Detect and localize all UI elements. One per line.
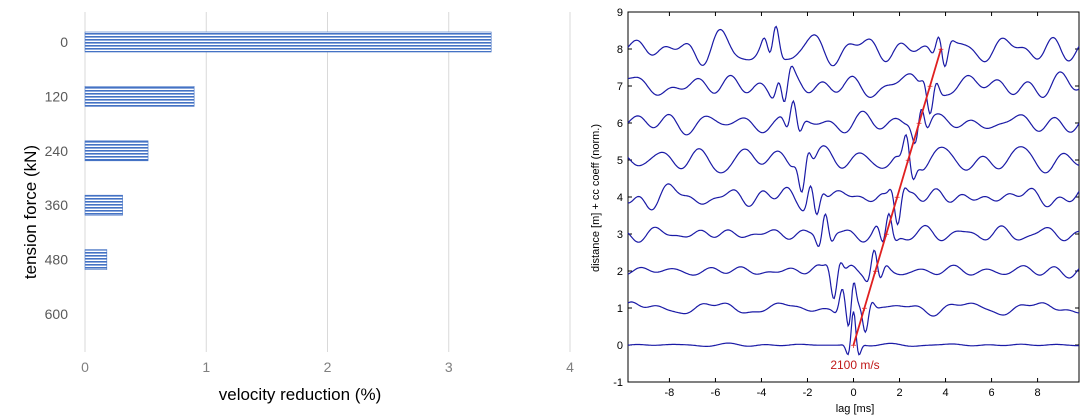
bar <box>84 194 123 216</box>
fit-marker: + <box>905 156 911 167</box>
wave-y-tick-label: 7 <box>617 81 623 93</box>
cross-correlation-chart: -1 0 1 2 3 4 5 6 7 8 9 -8 -6 -4 -2 0 2 4 6 8 + + + + + + + + + 2100… <box>590 7 1080 415</box>
bar <box>84 140 149 162</box>
wave-x-tick-label: 4 <box>942 387 948 399</box>
bar-chart-x-tick-labels: 0 1 2 3 4 <box>81 359 574 375</box>
cc-trace <box>627 65 1080 115</box>
cc-trace <box>627 212 1080 248</box>
wave-x-tick-label: 2 <box>896 387 902 399</box>
bar-x-tick-label: 3 <box>445 359 453 375</box>
fit-marker: + <box>883 230 889 241</box>
bar-x-tick-label: 4 <box>566 359 574 375</box>
wave-y-tick-label: 0 <box>617 340 623 352</box>
bar <box>84 31 492 53</box>
wave-chart-traces <box>627 25 1080 356</box>
bar-chart-gridlines <box>84 12 571 352</box>
fit-marker: + <box>862 304 868 315</box>
bar-category-label: 0 <box>60 34 68 50</box>
wave-y-axis-title: distance [m] + cc coeff (norm.) <box>590 124 602 272</box>
bar <box>84 249 108 270</box>
wave-x-tick-label: -8 <box>665 387 675 399</box>
fit-line <box>852 48 942 346</box>
bar-category-label: 240 <box>45 143 69 159</box>
wave-y-tick-label: 5 <box>617 155 623 167</box>
fit-marker: + <box>938 45 944 56</box>
wave-y-tick-label: 8 <box>617 44 623 56</box>
wave-y-tick-label: -1 <box>613 377 623 389</box>
cc-trace <box>627 282 1080 334</box>
fit-velocity-label: 2100 m/s <box>830 358 879 372</box>
cc-trace <box>627 249 1080 300</box>
cc-trace <box>628 183 1080 226</box>
velocity-fit-line: + + + + + + + + + <box>851 45 944 352</box>
cc-trace <box>627 311 1079 356</box>
cc-trace <box>627 133 1080 193</box>
tension-bar-chart: 0 120 240 360 480 600 0 1 2 3 4 velocity reductio… <box>21 12 574 404</box>
wave-x-tick-label: 0 <box>850 387 856 399</box>
fit-marker: + <box>872 267 878 278</box>
wave-y-tick-label: 1 <box>617 303 623 315</box>
fit-marker: + <box>927 82 933 93</box>
bar-x-tick-label: 1 <box>202 359 210 375</box>
bar-category-label: 600 <box>45 306 69 322</box>
wave-x-tick-label: -6 <box>711 387 721 399</box>
wave-x-tick-label: 8 <box>1035 387 1041 399</box>
wave-y-tick-label: 2 <box>617 266 623 278</box>
wave-y-tick-label: 9 <box>617 7 623 19</box>
bar <box>84 86 195 107</box>
wave-y-tick-label: 4 <box>617 192 623 204</box>
cc-trace <box>627 99 1080 145</box>
wave-x-axis-title: lag [ms] <box>836 403 875 415</box>
bar-chart-bars <box>84 31 492 270</box>
wave-x-tick-label: -2 <box>803 387 813 399</box>
bar-x-axis-title: velocity reduction (%) <box>219 385 382 404</box>
bar-y-axis-title: tension force (kN) <box>21 145 40 279</box>
wave-y-tick-label: 6 <box>617 118 623 130</box>
fit-marker: + <box>916 119 922 130</box>
bar-x-tick-label: 0 <box>81 359 89 375</box>
bar-x-tick-label: 2 <box>324 359 332 375</box>
wave-x-tick-label: 6 <box>988 387 994 399</box>
wave-x-tick-label: -4 <box>757 387 767 399</box>
bar-chart-category-labels: 0 120 240 360 480 600 <box>45 34 69 322</box>
fit-marker: + <box>894 193 900 204</box>
bar-category-label: 480 <box>45 252 69 268</box>
wave-y-tick-label: 3 <box>617 229 623 241</box>
bar-category-label: 360 <box>45 197 69 213</box>
bar-category-label: 120 <box>45 88 69 104</box>
fit-marker: + <box>851 341 857 352</box>
cc-trace <box>627 25 1080 68</box>
